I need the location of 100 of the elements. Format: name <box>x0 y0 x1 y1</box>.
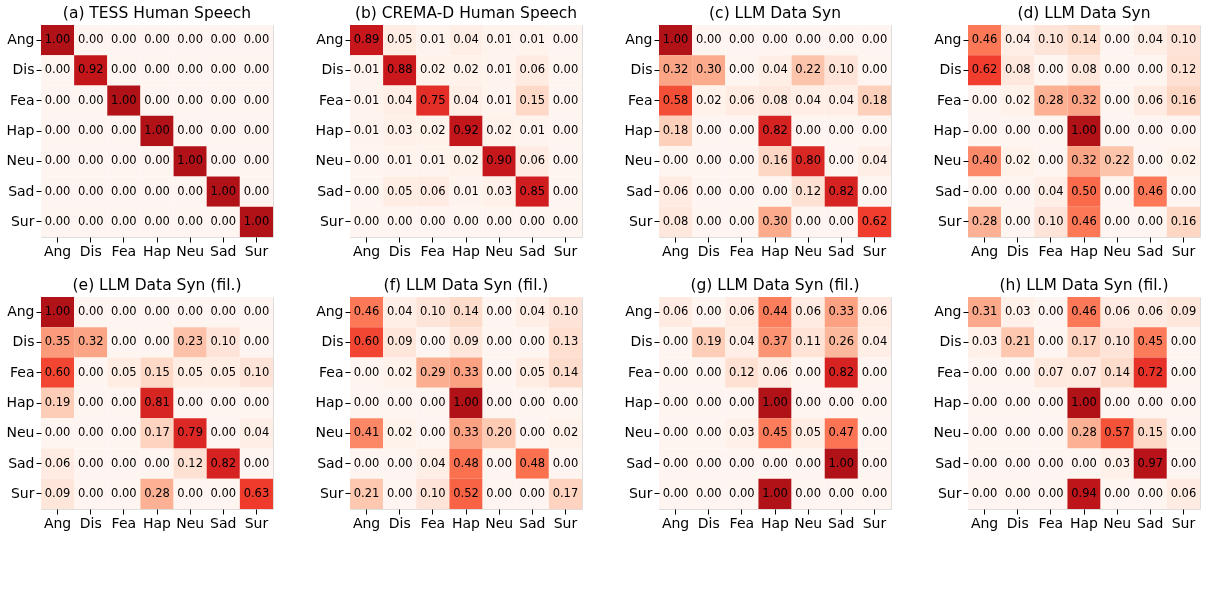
data-label: 0.02 <box>420 123 446 137</box>
data-label: 0.00 <box>177 183 203 198</box>
data-label: 0.33 <box>828 304 855 319</box>
x-tick-label: Hap <box>761 514 790 531</box>
data-label: 0.46 <box>971 32 998 47</box>
data-label: 0.00 <box>243 395 270 409</box>
data-label: 0.00 <box>971 455 998 470</box>
data-label: 0.00 <box>1137 395 1164 409</box>
data-label: 0.47 <box>828 425 855 440</box>
data-label: 0.00 <box>1004 395 1031 409</box>
y-tick-label: Sur <box>937 212 962 229</box>
data-label: 0.01 <box>420 153 446 168</box>
chart-title: (e) LLM Data Syn (fil.) <box>72 275 242 294</box>
data-label: 0.00 <box>861 183 888 198</box>
x-tick-label: Neu <box>485 242 514 259</box>
data-label: 0.05 <box>519 364 546 379</box>
data-label: 0.00 <box>1104 32 1130 47</box>
data-label: 0.00 <box>44 62 71 77</box>
data-label: 0.12 <box>177 455 203 470</box>
data-label: 0.01 <box>386 153 413 168</box>
data-label: 0.00 <box>77 395 104 409</box>
data-label: 0.03 <box>729 425 755 440</box>
y-tick-label: Sad <box>317 454 344 471</box>
data-label: 0.18 <box>861 92 888 107</box>
x-tick-label: Ang <box>970 514 999 531</box>
data-label: 0.00 <box>971 92 998 107</box>
x-tick-label: Neu <box>176 242 205 259</box>
x-tick-label: Sur <box>244 514 269 531</box>
data-label: 0.90 <box>486 153 512 168</box>
data-label: 0.02 <box>486 123 512 137</box>
y-tick-label: Fea <box>10 363 35 380</box>
data-label: 0.00 <box>111 32 137 47</box>
x-tick-label: Sur <box>553 514 578 531</box>
data-label: 0.12 <box>795 183 821 198</box>
data-label: 0.06 <box>1137 92 1164 107</box>
data-label: 0.00 <box>420 213 446 228</box>
data-label: 0.00 <box>1137 123 1164 137</box>
data-label: 0.00 <box>1004 485 1031 500</box>
x-tick-label: Hap <box>761 242 790 259</box>
x-tick-label: Fea <box>1038 242 1064 259</box>
data-label: 0.00 <box>420 395 446 409</box>
x-tick-label: Neu <box>794 514 823 531</box>
data-label: 0.00 <box>662 364 689 379</box>
data-label: 0.07 <box>1038 364 1064 379</box>
data-label: 0.00 <box>828 395 855 409</box>
x-tick-label: Fea <box>420 514 446 531</box>
data-label: 0.03 <box>1004 304 1031 319</box>
data-label: 0.00 <box>77 183 104 198</box>
data-label: 0.00 <box>1038 334 1064 349</box>
data-label: 0.00 <box>1137 485 1164 500</box>
data-label: 0.06 <box>762 364 788 379</box>
data-label: 0.00 <box>695 32 722 47</box>
data-label: 0.03 <box>1104 455 1130 470</box>
y-tick-label: Neu <box>933 152 962 169</box>
x-tick-label: Neu <box>1103 514 1132 531</box>
data-label: 0.04 <box>762 62 788 77</box>
data-label: 0.01 <box>353 92 380 107</box>
data-label: 0.00 <box>243 123 270 137</box>
data-label: 0.00 <box>729 485 755 500</box>
data-label: 0.00 <box>77 485 104 500</box>
data-label: 0.00 <box>44 153 71 168</box>
data-label: 0.15 <box>1137 425 1164 440</box>
data-label: 0.00 <box>729 32 755 47</box>
data-label: 0.00 <box>111 485 137 500</box>
data-label: 0.00 <box>828 32 855 47</box>
data-label: 0.28 <box>144 485 170 500</box>
y-tick-label: Sur <box>10 212 35 229</box>
x-tick-label: Ang <box>43 514 72 531</box>
data-label: 1.00 <box>177 153 203 168</box>
data-label: 0.12 <box>1170 62 1197 77</box>
data-label: 0.04 <box>453 92 479 107</box>
data-label: 0.09 <box>1170 304 1197 319</box>
data-label: 0.00 <box>1104 183 1130 198</box>
data-label: 0.30 <box>695 62 722 77</box>
data-label: 0.00 <box>111 425 137 440</box>
data-label: 0.00 <box>177 485 203 500</box>
data-label: 0.00 <box>486 485 512 500</box>
data-label: 0.00 <box>861 62 888 77</box>
data-label: 0.10 <box>1104 334 1130 349</box>
x-tick-label: Ang <box>43 242 72 259</box>
data-label: 0.00 <box>77 304 104 319</box>
data-label: 0.00 <box>552 32 579 47</box>
data-label: 0.00 <box>486 364 512 379</box>
data-label: 0.00 <box>662 395 689 409</box>
data-label: 0.02 <box>695 92 722 107</box>
y-tick-label: Neu <box>6 424 35 441</box>
data-label: 0.00 <box>210 304 237 319</box>
data-label: 1.00 <box>762 395 788 409</box>
x-tick-label: Dis <box>1006 514 1029 531</box>
data-label: 0.32 <box>1071 153 1097 168</box>
data-label: 0.00 <box>695 213 722 228</box>
data-label: 0.00 <box>1038 123 1064 137</box>
data-label: 0.00 <box>552 92 579 107</box>
y-tick-label: Sad <box>626 454 653 471</box>
data-label: 0.00 <box>729 395 755 409</box>
y-tick-label: Hap <box>933 394 962 410</box>
data-label: 0.00 <box>144 153 170 168</box>
data-label: 0.02 <box>453 62 479 77</box>
data-label: 0.00 <box>662 455 689 470</box>
y-tick-label: Dis <box>321 333 344 350</box>
